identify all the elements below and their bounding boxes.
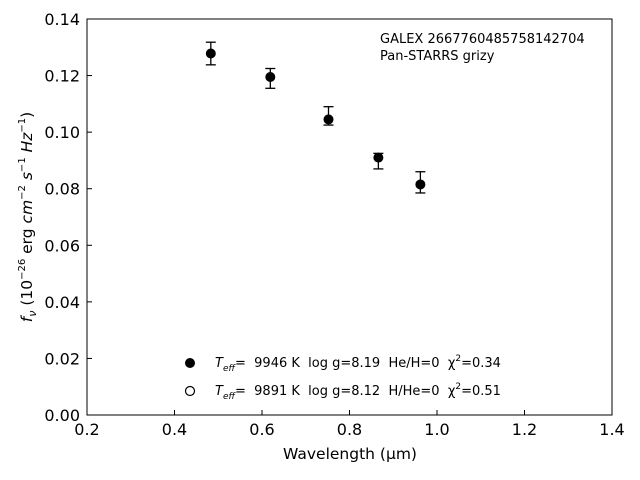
legend-entry-2: Teff= 9891 K log g=8.12 H/He=0 χ2=0.51 (215, 382, 501, 402)
data-points (205, 41, 426, 194)
data-point (205, 48, 216, 59)
y-tick-label: 0.12 (44, 67, 80, 86)
annotation-survey: Pan-STARRS grizy (380, 49, 495, 64)
y-tick-label: 0.04 (44, 293, 80, 312)
x-tick-label: 1.4 (599, 420, 624, 439)
y-axis-label: fν (10−26 erg cm−2 s−1 Hz−1) (17, 112, 39, 322)
data-point (265, 71, 276, 82)
x-tick-label: 0.8 (337, 420, 362, 439)
legend-marker-filled (185, 358, 195, 368)
data-point (323, 114, 334, 125)
x-axis-ticks: 0.2 0.4 0.6 0.8 1.0 1.2 1.4 (74, 410, 625, 439)
y-tick-label: 0.14 (44, 10, 80, 29)
x-tick-label: 0.2 (74, 420, 99, 439)
y-tick-label: 0.10 (44, 123, 80, 142)
x-tick-label: 0.6 (249, 420, 274, 439)
y-axis-ticks: 0.00 0.02 0.04 0.06 0.08 0.10 0.12 0.14 (44, 10, 92, 425)
y-tick-label: 0.08 (44, 180, 80, 199)
legend: Teff= 9946 K log g=8.19 He/H=0 χ2=0.34 T… (184, 354, 501, 402)
y-tick-label: 0.06 (44, 236, 80, 255)
legend-marker-open (184, 385, 196, 397)
legend-entry-1: Teff= 9946 K log g=8.19 He/H=0 χ2=0.34 (215, 354, 501, 374)
x-tick-label: 0.4 (162, 420, 187, 439)
y-tick-label: 0.00 (44, 406, 80, 425)
data-point (415, 179, 426, 190)
x-tick-label: 1.0 (424, 420, 449, 439)
y-tick-label: 0.02 (44, 349, 80, 368)
x-tick-label: 1.2 (512, 420, 537, 439)
x-axis-label: Wavelength (μm) (283, 445, 417, 463)
annotation-object: GALEX 2667760485758142704 (380, 32, 585, 47)
data-point (373, 152, 384, 163)
